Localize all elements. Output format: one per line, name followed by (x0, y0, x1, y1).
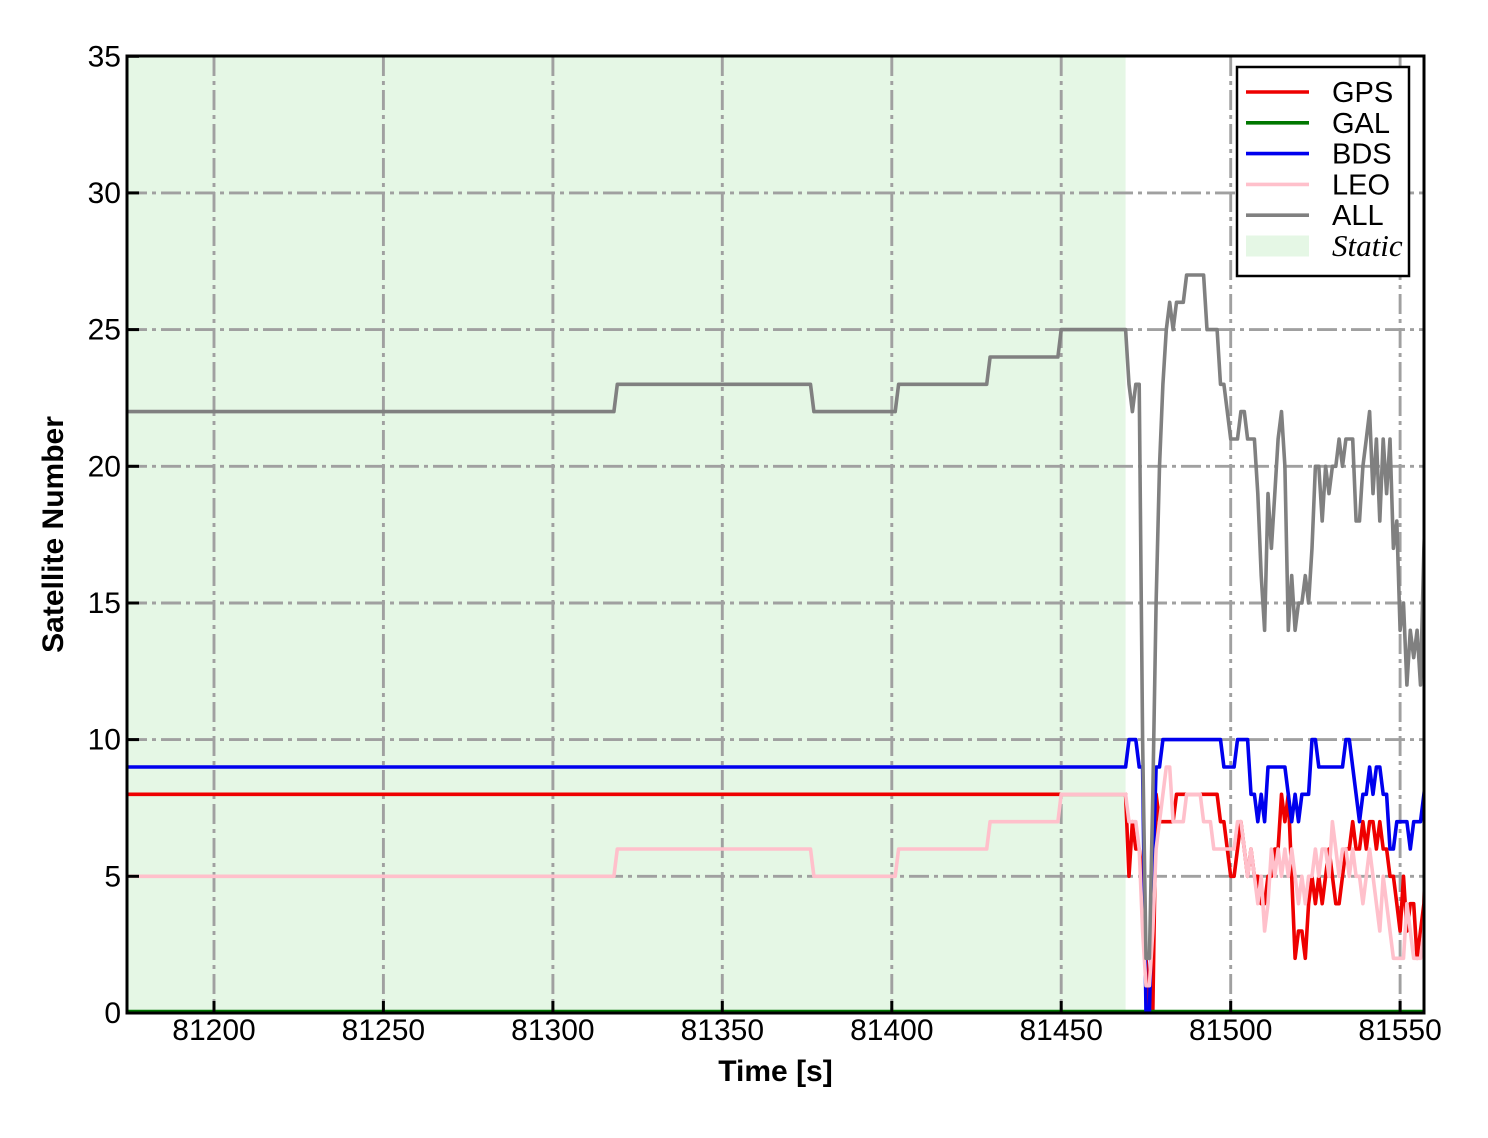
svg-text:81200: 81200 (172, 1014, 255, 1047)
svg-text:25: 25 (88, 314, 121, 347)
svg-text:Static: Static (1332, 228, 1403, 263)
svg-text:81550: 81550 (1358, 1014, 1441, 1047)
svg-text:5: 5 (104, 860, 121, 893)
svg-text:81300: 81300 (511, 1014, 594, 1047)
svg-text:BDS: BDS (1332, 139, 1392, 171)
svg-text:0: 0 (104, 997, 121, 1030)
svg-text:Satellite Number: Satellite Number (37, 416, 70, 653)
svg-text:15: 15 (88, 587, 121, 620)
svg-text:81350: 81350 (681, 1014, 764, 1047)
svg-text:GAL: GAL (1332, 108, 1390, 140)
svg-text:Time [s]: Time [s] (718, 1055, 832, 1088)
svg-text:10: 10 (88, 724, 121, 757)
svg-text:30: 30 (88, 177, 121, 210)
svg-text:GPS: GPS (1332, 77, 1393, 109)
svg-text:LEO: LEO (1332, 169, 1390, 201)
svg-text:81250: 81250 (342, 1014, 425, 1047)
svg-text:35: 35 (88, 40, 121, 73)
svg-text:ALL: ALL (1332, 200, 1384, 232)
svg-text:81400: 81400 (850, 1014, 933, 1047)
svg-text:81500: 81500 (1189, 1014, 1272, 1047)
svg-text:81450: 81450 (1019, 1014, 1102, 1047)
svg-text:20: 20 (88, 450, 121, 483)
